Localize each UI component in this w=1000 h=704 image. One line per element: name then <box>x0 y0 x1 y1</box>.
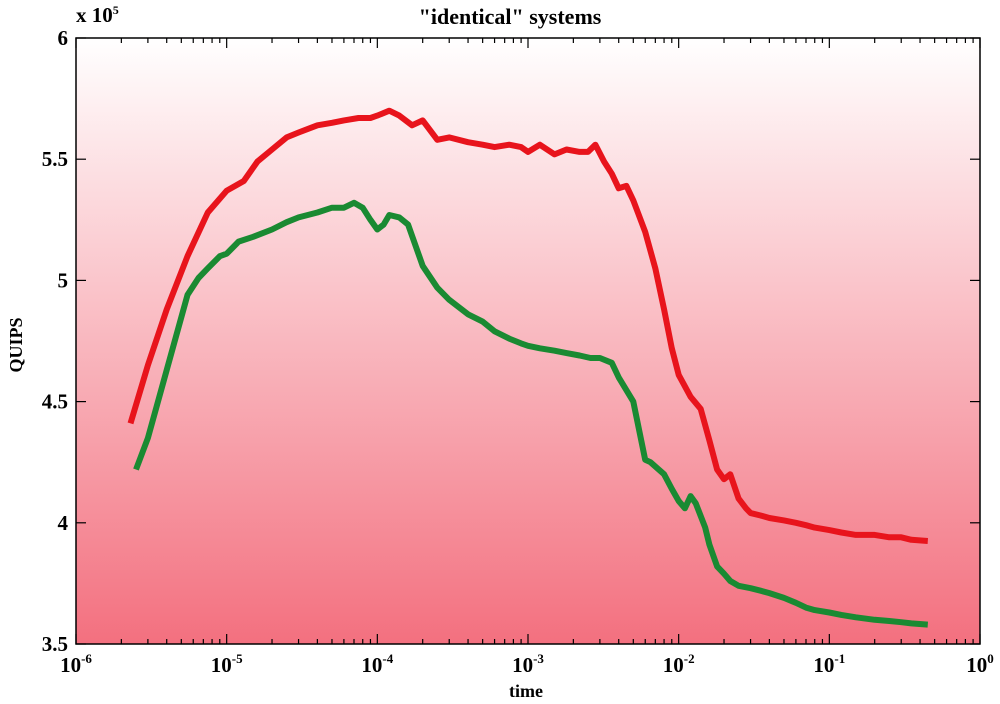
y-multiplier-label: x 105 <box>76 3 119 27</box>
y-tick-label: 3.5 <box>42 632 68 656</box>
y-tick-label: 5 <box>58 268 69 292</box>
y-tick-label: 6 <box>58 26 69 50</box>
x-tick-label: 10-5 <box>211 651 243 677</box>
y-axis-label: QUIPS <box>6 317 26 372</box>
y-tick-labels: 3.5 4 4.5 5 5.5 6 <box>42 26 69 656</box>
x-tick-label: 100 <box>966 651 994 677</box>
y-tick-label: 4 <box>58 511 69 535</box>
plot-background <box>76 38 980 644</box>
tick-layer <box>75 37 981 645</box>
x-tick-label: 10-3 <box>512 651 544 677</box>
series-line-2 <box>133 199 929 628</box>
chart-title: "identical" systems <box>419 4 602 29</box>
y-multiplier-base: x 10 <box>76 3 113 27</box>
x-tick-label: 10-4 <box>361 651 393 677</box>
y-tick-label: 4.5 <box>42 390 68 414</box>
x-axis-label: time <box>509 681 543 701</box>
x-tick-label: 10-6 <box>60 651 92 677</box>
series-line-1 <box>127 107 929 544</box>
x-tick-label: 10-1 <box>813 651 845 677</box>
y-tick-label: 5.5 <box>42 147 68 171</box>
x-tick-label: 10-2 <box>663 651 695 677</box>
series-layer <box>127 107 929 628</box>
y-multiplier-exp: 5 <box>113 3 119 17</box>
x-tick-labels: 10-6 10-5 10-4 10-3 10-2 10-1 100 <box>60 651 994 677</box>
